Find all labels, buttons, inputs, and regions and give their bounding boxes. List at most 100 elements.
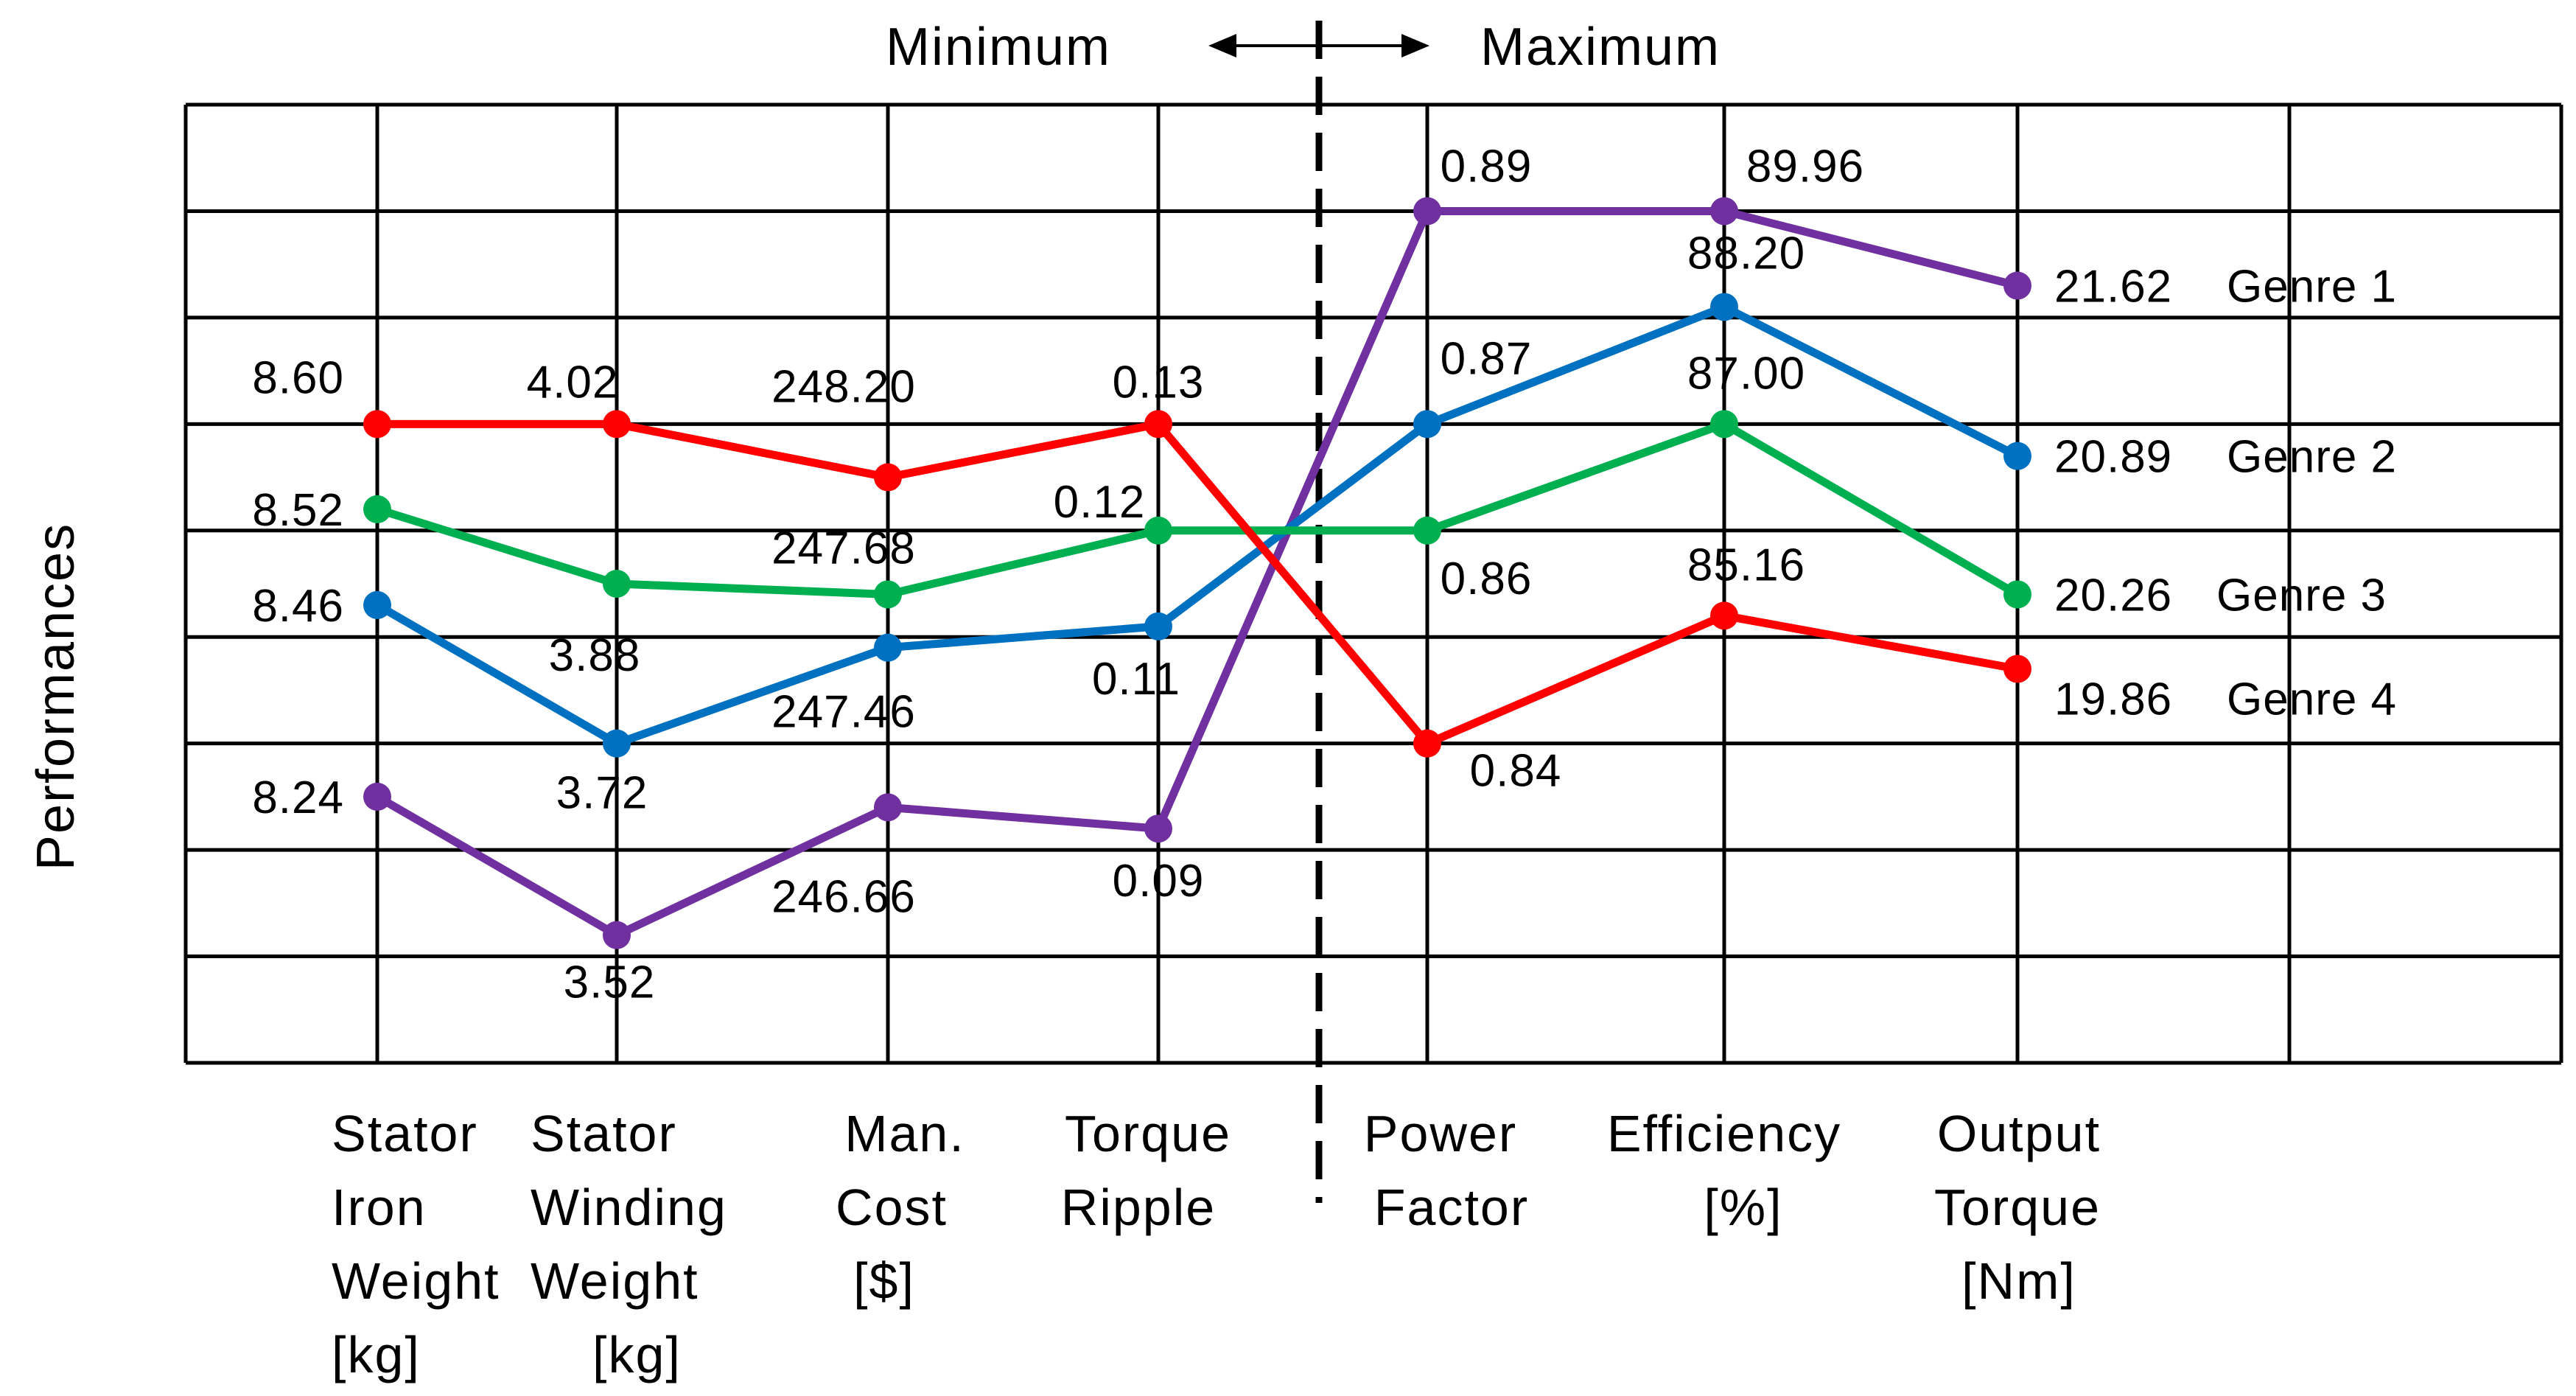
data-point	[603, 570, 631, 598]
category-label: Torque Ripple	[1061, 1105, 1231, 1236]
data-label: 0.84	[1470, 746, 1562, 797]
data-point	[874, 463, 902, 492]
data-point	[1710, 410, 1738, 439]
series-name-label: Genre 3	[2216, 570, 2387, 621]
data-label: 8.46	[252, 581, 344, 632]
data-point	[2003, 655, 2031, 683]
data-label: 3.52	[564, 957, 656, 1008]
category-label-line: Iron	[332, 1179, 427, 1236]
series-name-label: Genre 4	[2227, 674, 2397, 725]
data-label: 247.68	[771, 523, 916, 573]
data-point	[1710, 293, 1738, 321]
data-point	[603, 921, 631, 949]
data-label: 87.00	[1687, 348, 1805, 399]
category-label: Stator Iron Weight [kg]	[332, 1105, 500, 1383]
category-label-line: Stator	[531, 1105, 677, 1162]
data-point	[603, 729, 631, 758]
data-point	[874, 793, 902, 822]
data-point	[363, 590, 391, 619]
category-label-line: [$]	[853, 1252, 915, 1310]
min-max-header: Minimum Maximum	[886, 18, 1721, 77]
category-label-line: [Nm]	[1961, 1252, 2076, 1310]
grid	[183, 102, 2563, 1065]
data-label: 8.52	[252, 485, 344, 536]
data-label: 85.16	[1687, 540, 1805, 590]
data-label: 20.26	[2054, 570, 2172, 621]
data-point	[1413, 410, 1441, 439]
series-name-label: Genre 2	[2227, 432, 2397, 483]
data-point	[1413, 729, 1441, 758]
data-label: 8.24	[252, 772, 344, 823]
data-point	[1144, 516, 1172, 545]
category-label: Output Torque [Nm]	[1934, 1105, 2101, 1310]
data-label: 0.13	[1113, 357, 1205, 408]
category-label: Man. Cost [$]	[836, 1105, 965, 1310]
data-label: 3.88	[549, 630, 641, 681]
maximum-label: Maximum	[1480, 18, 1721, 77]
category-label-line: Ripple	[1061, 1179, 1216, 1236]
data-point	[874, 633, 902, 662]
data-point	[874, 580, 902, 609]
data-label: 89.96	[1746, 141, 1864, 192]
series-genre-2	[363, 293, 2031, 758]
data-label: 246.66	[771, 871, 916, 922]
category-label-line: [kg]	[332, 1326, 421, 1383]
data-label: 0.12	[1054, 477, 1146, 528]
data-labels: 8.24 3.52 246.66 0.09 0.89 89.96 21.62 Genre 1 8…	[252, 141, 2397, 1008]
y-axis-label: Performances	[27, 523, 85, 870]
data-point	[1413, 197, 1441, 226]
data-label: 0.11	[1092, 654, 1180, 705]
category-label-line: Power	[1364, 1105, 1517, 1162]
data-point	[1144, 612, 1172, 641]
category-label-line: Torque	[1934, 1179, 2101, 1236]
data-label: 88.20	[1687, 228, 1805, 279]
category-label-line: Output	[1937, 1105, 2101, 1162]
data-point	[1710, 601, 1738, 630]
category-label-line: Torque	[1065, 1105, 1231, 1162]
category-label-line: Weight	[332, 1252, 500, 1310]
category-label-line: Man.	[844, 1105, 965, 1162]
data-point	[603, 410, 631, 439]
category-label-line: Winding	[531, 1179, 727, 1236]
category-label-line: [kg]	[592, 1326, 682, 1383]
data-label: 247.46	[771, 687, 916, 738]
data-point	[1144, 814, 1172, 843]
category-label-line: Cost	[836, 1179, 948, 1236]
data-point	[363, 782, 391, 811]
data-point	[2003, 271, 2031, 300]
series-genre-4	[363, 410, 2031, 758]
data-label: 0.86	[1441, 554, 1533, 604]
data-label: 20.89	[2054, 432, 2172, 483]
category-label-line: Stator	[332, 1105, 478, 1162]
series-name-label: Genre 1	[2227, 262, 2397, 313]
data-point	[1710, 197, 1738, 226]
x-axis-tick-labels: Stator Iron Weight [kg] Stator Winding Weight […	[332, 1105, 2101, 1383]
double-arrow-icon	[1208, 34, 1429, 57]
category-label-line: Weight	[531, 1252, 699, 1310]
data-label: 248.20	[771, 362, 916, 413]
category-label: Efficiency [%]	[1607, 1105, 1841, 1236]
category-label: Power Factor	[1364, 1105, 1529, 1236]
data-point	[2003, 442, 2031, 470]
category-label-line: [%]	[1704, 1179, 1782, 1236]
category-label: Stator Winding Weight [kg]	[531, 1105, 727, 1383]
data-label: 0.09	[1113, 856, 1205, 907]
category-label-line: Factor	[1374, 1179, 1529, 1236]
category-label-line: Efficiency	[1607, 1105, 1841, 1162]
data-label: 21.62	[2054, 262, 2172, 313]
data-point	[2003, 580, 2031, 609]
data-point	[363, 410, 391, 439]
data-label: 19.86	[2054, 674, 2172, 725]
data-point	[1144, 410, 1172, 439]
data-label: 4.02	[527, 357, 619, 408]
series-layer	[363, 197, 2031, 949]
data-label: 0.87	[1441, 333, 1533, 384]
data-point	[1413, 516, 1441, 545]
minimum-label: Minimum	[886, 18, 1111, 77]
data-point	[363, 495, 391, 523]
series-genre-3	[363, 410, 2031, 609]
data-label: 0.89	[1441, 141, 1533, 192]
data-label: 3.72	[556, 768, 648, 819]
series-genre-1	[363, 197, 2031, 949]
